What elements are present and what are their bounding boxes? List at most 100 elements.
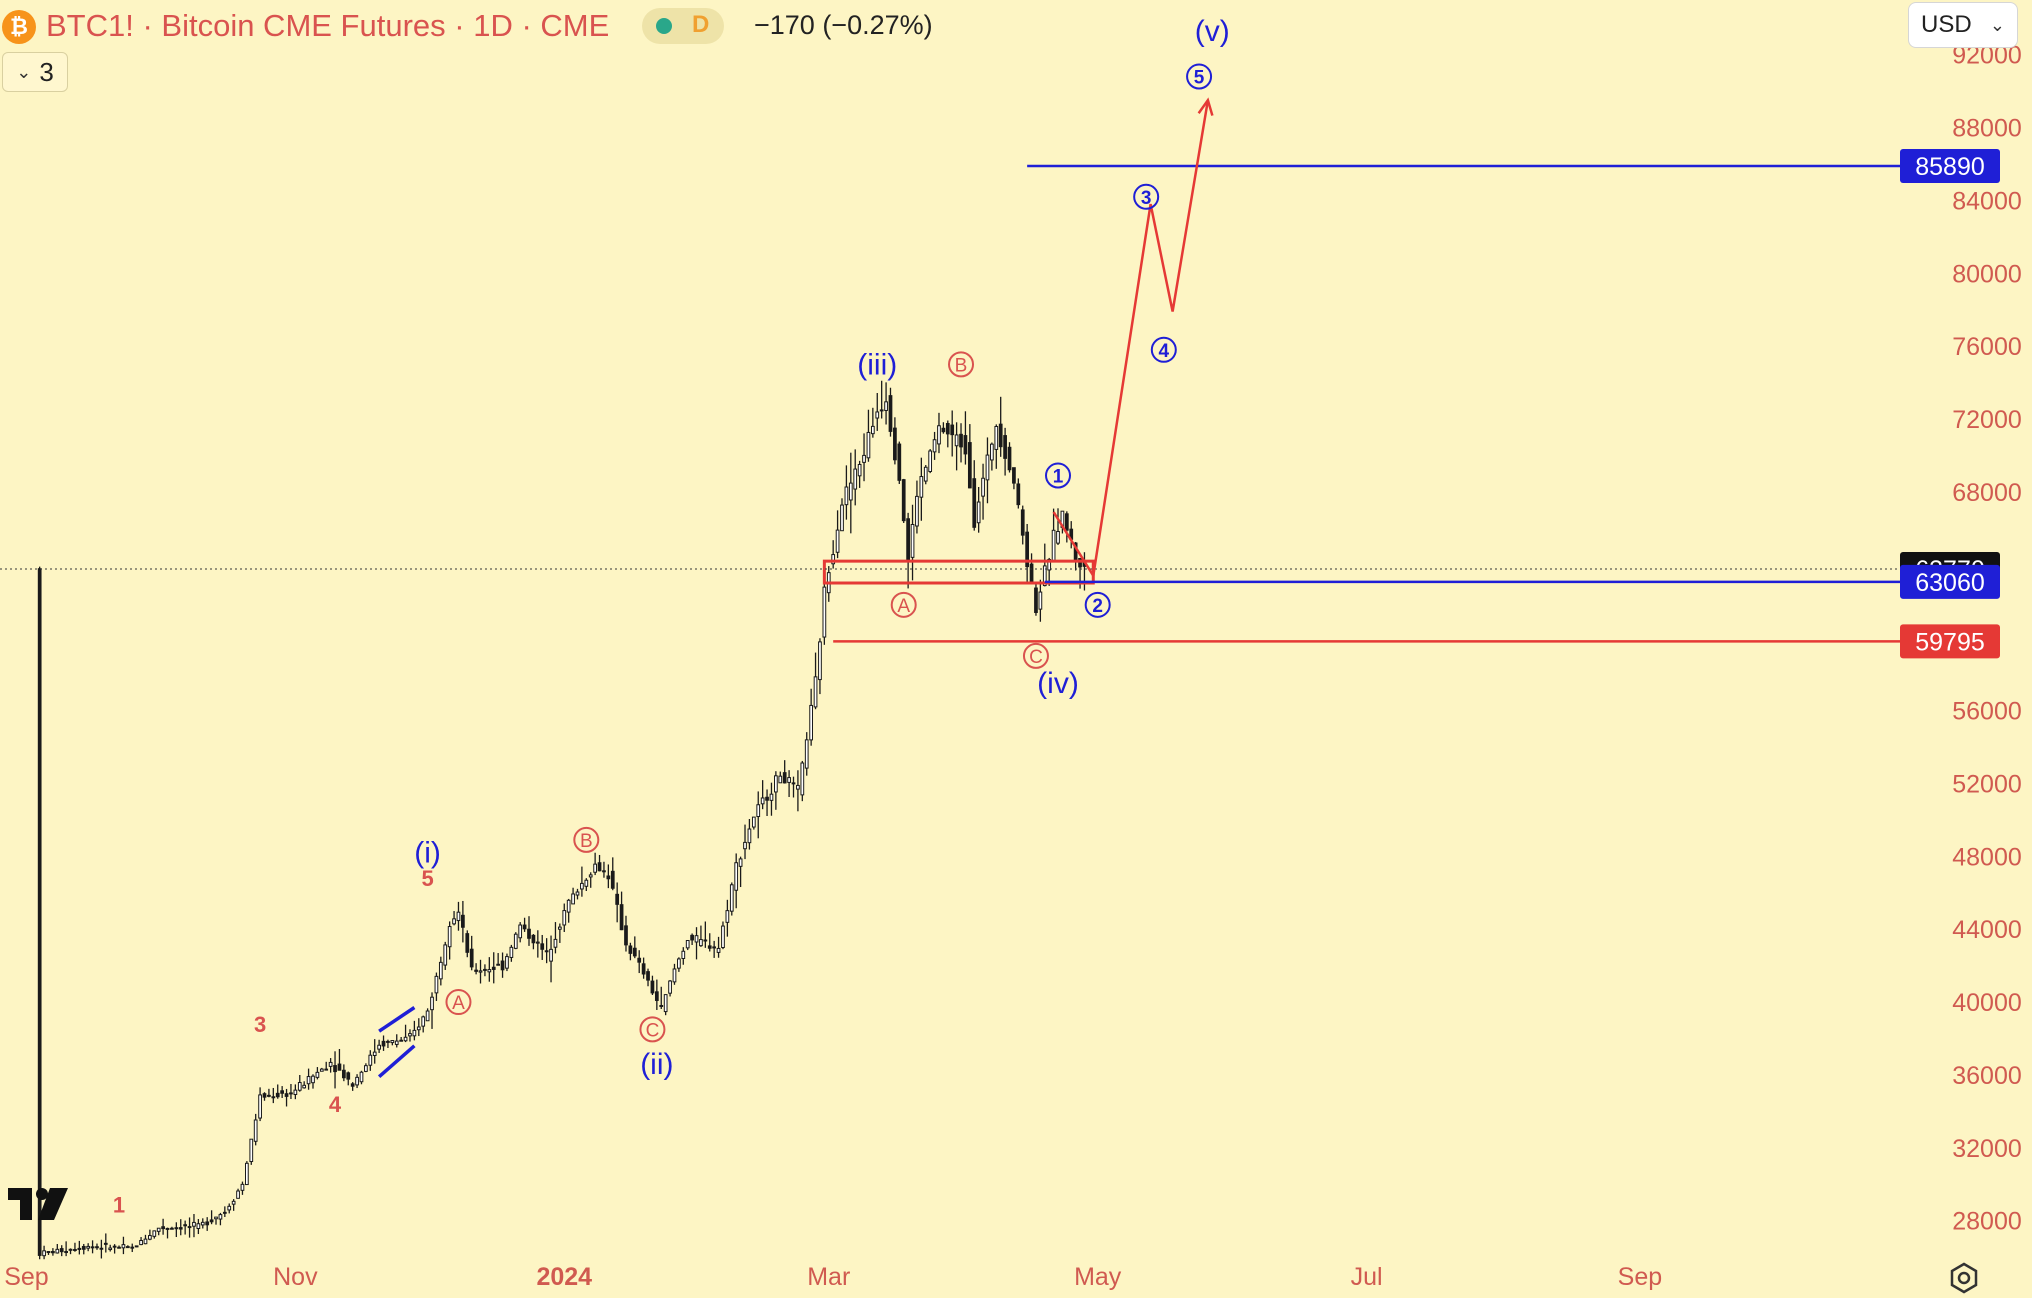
x-axis-tick-label: 2024 [536,1263,592,1291]
candle-body [557,926,562,930]
candle-body [86,1245,91,1249]
indicators-toggle-button[interactable]: ⌄ 3 [2,52,68,92]
y-axis-tick-label: 52000 [1952,770,2022,798]
symbol-title[interactable]: BTC1! · Bitcoin CME Futures · 1D · CME [46,8,610,43]
candle-body [236,1190,240,1199]
candle-body [108,1247,113,1251]
candle-body [1007,446,1012,471]
candle-body [350,1083,355,1087]
candle-body [487,969,492,973]
candle-body [341,1069,346,1079]
candle-body [231,1200,236,1205]
candle-body [447,926,452,948]
candle-body [205,1221,210,1226]
indicators-count: 3 [39,56,54,87]
candle-body [531,934,536,944]
candle-body [346,1072,351,1080]
currency-select[interactable]: USD ⌄ [1908,2,2018,48]
candle-body [544,950,549,953]
candle-body [857,463,862,477]
candle-body [37,568,42,1256]
candle-body [818,641,822,681]
candle-body [690,934,694,941]
candle-body [148,1235,152,1240]
candle-body [240,1183,245,1191]
y-axis-tick-label: 72000 [1952,406,2022,434]
candle-body [214,1216,218,1220]
price-label-text: 63060 [1915,569,1985,597]
candle-body [249,1138,254,1163]
candle-body [663,994,668,1013]
candle-body [813,676,818,708]
y-axis-tick-label: 84000 [1952,187,2022,215]
candle-body [932,439,937,453]
tradingview-logo[interactable] [6,1186,70,1222]
candle-body [443,944,448,966]
candle-body [994,425,999,450]
candle-body [496,963,501,966]
candle-body [549,948,553,962]
candle-body [1042,565,1047,587]
candle-body [681,950,686,959]
candle-body [377,1044,381,1050]
candle-body [368,1054,373,1066]
candle-body [267,1094,271,1097]
candle-body [293,1089,298,1095]
wave-label: 3 [254,1012,266,1037]
candle-body [434,975,439,994]
candle-body [68,1248,73,1251]
candle-body [628,945,633,954]
candle-body [553,938,558,948]
candle-body [319,1068,324,1072]
candle-body [774,775,778,793]
candle-body [588,874,593,878]
candle-body [610,870,615,889]
price-label-box [1900,564,2000,599]
candle-body [81,1245,86,1250]
candle-body [915,495,919,527]
candle-body [703,939,708,942]
y-axis-tick-label: 48000 [1952,843,2022,871]
x-axis-tick-label: Sep [1618,1263,1662,1291]
candle-body [390,1040,395,1044]
candle-body [64,1251,68,1254]
candle-body [870,425,875,435]
candle-body [469,948,474,968]
candle-body [518,924,523,939]
y-axis-tick-label: 28000 [1952,1208,2022,1236]
gear-icon[interactable] [1948,1262,1980,1294]
wave-label-circle [948,351,975,378]
candle-body [77,1247,82,1250]
wave-label: C [1029,647,1043,668]
price-label-text: 85890 [1915,153,1985,181]
x-axis-tick-label: Sep [4,1263,48,1291]
candle-body [355,1076,359,1086]
candle-body [456,911,461,922]
candle-body [372,1051,377,1056]
market-status-pill[interactable] [642,8,724,44]
candle-body [571,893,575,905]
candle-body [103,1242,108,1245]
candle-body [386,1040,390,1043]
wave-label: (iii) [857,348,897,381]
wave-label-circle [1186,63,1213,90]
currency-value: USD [1921,11,1972,38]
wave-label: (ii) [640,1048,673,1081]
candle-body [972,478,977,528]
candle-body [981,477,985,497]
candle-body [130,1246,135,1249]
candle-body [513,933,518,949]
candle-body [161,1226,165,1230]
candle-body [853,468,858,490]
candle-body [937,425,941,445]
candle-body [465,933,470,953]
candle-body [452,918,456,925]
candle-body [192,1221,196,1227]
candle-body [125,1246,130,1249]
candle-body [337,1063,342,1071]
wave-label: A [897,596,910,617]
bitcoin-icon[interactable]: ₿ [2,10,36,44]
wave-label: 4 [1159,341,1170,362]
candle-body [535,941,540,944]
